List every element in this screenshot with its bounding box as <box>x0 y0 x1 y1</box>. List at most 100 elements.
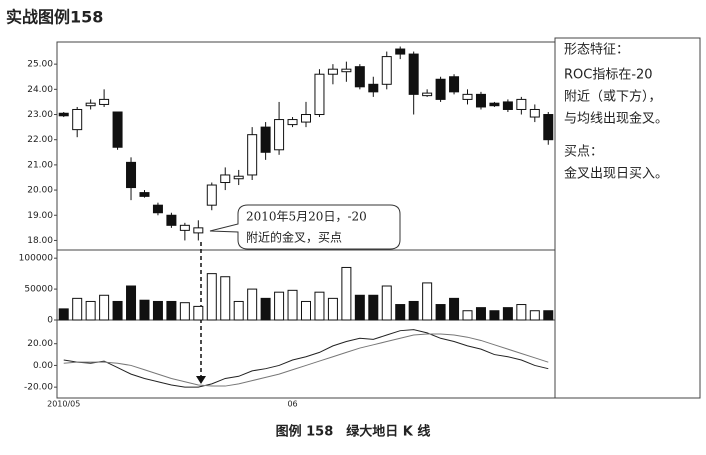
volume-bar <box>206 273 217 321</box>
volume-bar <box>139 299 150 321</box>
candle-body <box>99 98 110 105</box>
volume-bar <box>327 297 338 321</box>
candle-body <box>489 102 500 107</box>
candle-body <box>368 83 379 93</box>
candle-body <box>354 66 365 88</box>
y-tick-label: 20.00 <box>27 339 53 349</box>
candle-body <box>274 119 285 151</box>
volume-bar <box>543 310 554 321</box>
candle-body <box>152 204 163 214</box>
candle-body <box>435 78 446 100</box>
volume-bar <box>368 294 379 321</box>
volume-bar <box>462 310 473 321</box>
volume-bar <box>529 310 540 321</box>
note-box <box>554 37 701 399</box>
volume-bar <box>112 300 123 321</box>
volume-bar <box>381 285 392 321</box>
volume-bar <box>72 297 83 321</box>
caption: 图例 158 绿大地日 K 线 <box>276 424 431 440</box>
y-tick-label: 24.00 <box>27 85 53 95</box>
volume-bar <box>99 294 110 321</box>
note-line: 附近（或下方）， <box>564 89 662 105</box>
candle-body <box>341 68 352 73</box>
volume-bar <box>422 282 433 321</box>
volume-bar <box>260 297 271 321</box>
volume-bar <box>489 310 500 321</box>
candle-body <box>166 214 177 226</box>
volume-bar <box>354 294 365 321</box>
y-tick-label: 22.00 <box>27 135 53 145</box>
x-tick-label: 2010/05 <box>47 400 80 409</box>
roc-line <box>63 329 549 388</box>
annotation: 附近的金叉，买点 <box>246 230 342 245</box>
volume-bar <box>193 305 204 321</box>
volume-bar <box>301 300 311 321</box>
candle-body <box>247 134 258 176</box>
candle-body <box>85 102 96 107</box>
candle-body <box>139 192 150 197</box>
y-tick-label: 18.00 <box>27 236 53 246</box>
candle-body <box>206 184 217 206</box>
candle-body <box>112 111 123 148</box>
candle-body <box>502 101 513 110</box>
candle-body <box>529 108 540 118</box>
page-title: 实战图例158 <box>6 8 103 27</box>
volume-bar <box>126 285 137 321</box>
volume-bar <box>435 304 446 321</box>
volume-bar <box>58 308 69 321</box>
volume-bar <box>220 276 231 321</box>
candle-body <box>314 73 325 116</box>
y-tick-label: 19.00 <box>27 211 53 221</box>
y-tick-label: 25.00 <box>27 60 53 70</box>
y-tick-label: 21.00 <box>27 160 53 170</box>
candle-body <box>260 126 271 153</box>
volume-bar <box>408 300 419 321</box>
candle-body <box>126 161 137 189</box>
y-tick-label: 20.00 <box>27 186 53 196</box>
note-heading: 买点： <box>564 145 603 160</box>
arrow-head <box>196 376 206 384</box>
y-tick-label: 23.00 <box>27 110 53 120</box>
candle-body <box>475 93 486 108</box>
volume-bar <box>166 300 177 321</box>
y-tick-label: -20.00 <box>24 383 53 393</box>
volume-bar <box>516 304 527 321</box>
candle-body <box>381 56 392 85</box>
volume-bar <box>233 300 244 321</box>
y-tick-label: 0.00 <box>33 361 53 371</box>
candle-body <box>233 175 244 180</box>
candle-body <box>449 76 460 93</box>
candle-body <box>72 108 83 131</box>
candle-body <box>543 114 554 141</box>
x-tick-label: 06 <box>287 400 297 409</box>
y-tick-label: 0 <box>47 316 53 326</box>
volume-bar <box>395 304 406 321</box>
note-line: 金叉出现日买入。 <box>564 166 668 182</box>
candle-body <box>408 53 419 95</box>
volume-bar <box>247 288 258 321</box>
candle-body <box>327 68 338 75</box>
candle-body <box>58 112 69 117</box>
volume-bar <box>449 297 460 321</box>
candle-body <box>287 119 298 126</box>
candle-body <box>422 92 433 97</box>
annotation: 2010年5月20日，-20 <box>246 210 367 224</box>
note-heading: 形态特征： <box>564 43 629 58</box>
volume-bar <box>274 291 285 321</box>
candle-body <box>220 174 231 184</box>
volume-bar <box>502 307 513 321</box>
candle-body <box>395 48 406 55</box>
candle-body <box>516 98 527 110</box>
volume-bar <box>341 266 352 321</box>
note-line: 与均线出现金叉。 <box>564 111 668 127</box>
y-tick-label: 100000 <box>19 254 54 264</box>
candle-body <box>179 224 190 231</box>
candle-body <box>462 93 473 100</box>
volume-bar <box>287 289 298 321</box>
candle-body <box>193 227 204 234</box>
volume-bar <box>152 300 163 321</box>
volume-bar <box>179 302 190 321</box>
volume-bar <box>475 307 486 321</box>
volume-bar <box>314 291 325 321</box>
